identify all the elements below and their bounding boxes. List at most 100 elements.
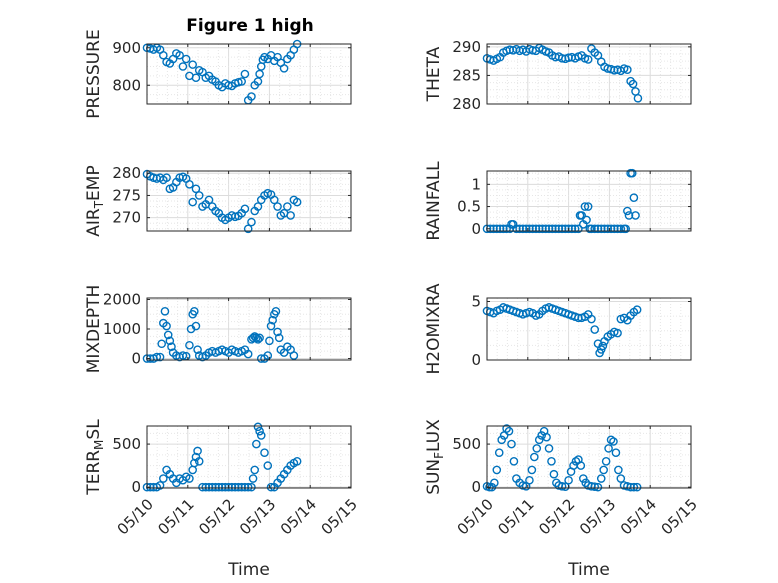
data-point [537, 431, 546, 440]
data-point [577, 211, 586, 220]
y-tick-label: 1 [471, 175, 481, 193]
x-tick-label: 05/11 [154, 495, 197, 538]
data-point [286, 211, 295, 220]
data-point [252, 333, 261, 343]
y-tick-label: 0 [471, 478, 481, 496]
data-point [157, 339, 166, 349]
data-point [532, 444, 542, 453]
data-point [162, 321, 171, 331]
data-point [243, 482, 253, 492]
x-tick-label: 05/13 [236, 495, 279, 538]
data-point [623, 65, 632, 75]
data-point [273, 202, 282, 211]
data-point [191, 184, 201, 194]
data-point [283, 202, 292, 211]
y-axis-label: H2OMIXRA [424, 283, 444, 374]
data-point [159, 474, 168, 483]
data-point [292, 197, 302, 207]
data-point [250, 465, 260, 475]
data-point [274, 333, 284, 343]
data-point [253, 335, 263, 344]
data-point [632, 482, 642, 492]
axes-box [486, 43, 692, 105]
data-point [165, 336, 175, 346]
y-tick-label: 500 [112, 435, 141, 453]
y-axis-label: THETA [424, 46, 444, 102]
data-point [613, 328, 622, 338]
data-point [160, 306, 170, 316]
data-point [578, 474, 588, 483]
data-point [265, 336, 274, 346]
data-point [175, 50, 184, 60]
x-tick-label: 05/10 [454, 495, 497, 538]
data-point [191, 321, 201, 331]
y-tick-label: 0.5 [457, 198, 481, 216]
data-point [631, 211, 640, 220]
data-point [633, 93, 643, 103]
x-tick-label: 05/11 [494, 495, 537, 538]
data-point [193, 446, 202, 456]
data-point [260, 448, 269, 457]
data-point [263, 461, 273, 470]
data-point [178, 351, 188, 360]
data-point [255, 426, 264, 436]
y-tick-label: 290 [452, 38, 481, 56]
data-point [492, 465, 502, 475]
data-point [542, 432, 551, 442]
y-axis-label: MIXDEPTH [84, 285, 104, 374]
data-point [596, 474, 606, 483]
data-point [590, 325, 600, 334]
data-point [629, 193, 639, 202]
data-point [255, 333, 264, 343]
data-point [509, 457, 519, 466]
data-point [549, 469, 559, 479]
data-point [243, 224, 253, 234]
axes-box [146, 170, 352, 232]
y-axis-label: SUNFLUX [424, 419, 446, 495]
data-point [247, 217, 256, 227]
data-point [564, 475, 573, 485]
y-axis-label: AIRTEMP [84, 165, 106, 236]
data-point [547, 457, 556, 466]
data-point [557, 481, 567, 491]
x-tick-label: 05/12 [195, 495, 238, 538]
axes-box [486, 170, 692, 232]
x-tick-label: 05/12 [535, 495, 578, 538]
x-axis-label: Time [227, 560, 270, 580]
data-point [502, 224, 511, 234]
data-point [181, 54, 191, 64]
data-point [621, 224, 631, 234]
data-point [525, 475, 534, 485]
data-point [590, 482, 600, 492]
data-point [614, 465, 623, 475]
x-tick-label: 05/10 [114, 495, 157, 538]
axes-box [146, 425, 352, 489]
x-tick-label: 05/15 [658, 495, 701, 538]
data-point [627, 168, 637, 178]
x-axis-label: Time [567, 560, 610, 580]
data-point [497, 435, 506, 445]
y-tick-label: 275 [112, 186, 141, 204]
data-point [155, 352, 165, 362]
data-point [237, 77, 246, 86]
y-tick-label: 280 [112, 164, 141, 182]
data-point [190, 306, 199, 316]
data-point [609, 437, 618, 446]
data-point [279, 64, 289, 73]
data-point [507, 439, 516, 449]
data-point [504, 426, 514, 436]
data-point [240, 69, 250, 79]
data-point [292, 457, 302, 466]
data-point [583, 202, 593, 211]
data-point [243, 349, 253, 359]
y-tick-label: 0 [471, 220, 481, 238]
y-tick-label: 900 [112, 39, 141, 57]
data-point [155, 481, 165, 490]
y-tick-label: 800 [112, 76, 141, 94]
y-tick-label: 5 [471, 293, 481, 311]
x-tick-label: 05/14 [277, 495, 320, 538]
